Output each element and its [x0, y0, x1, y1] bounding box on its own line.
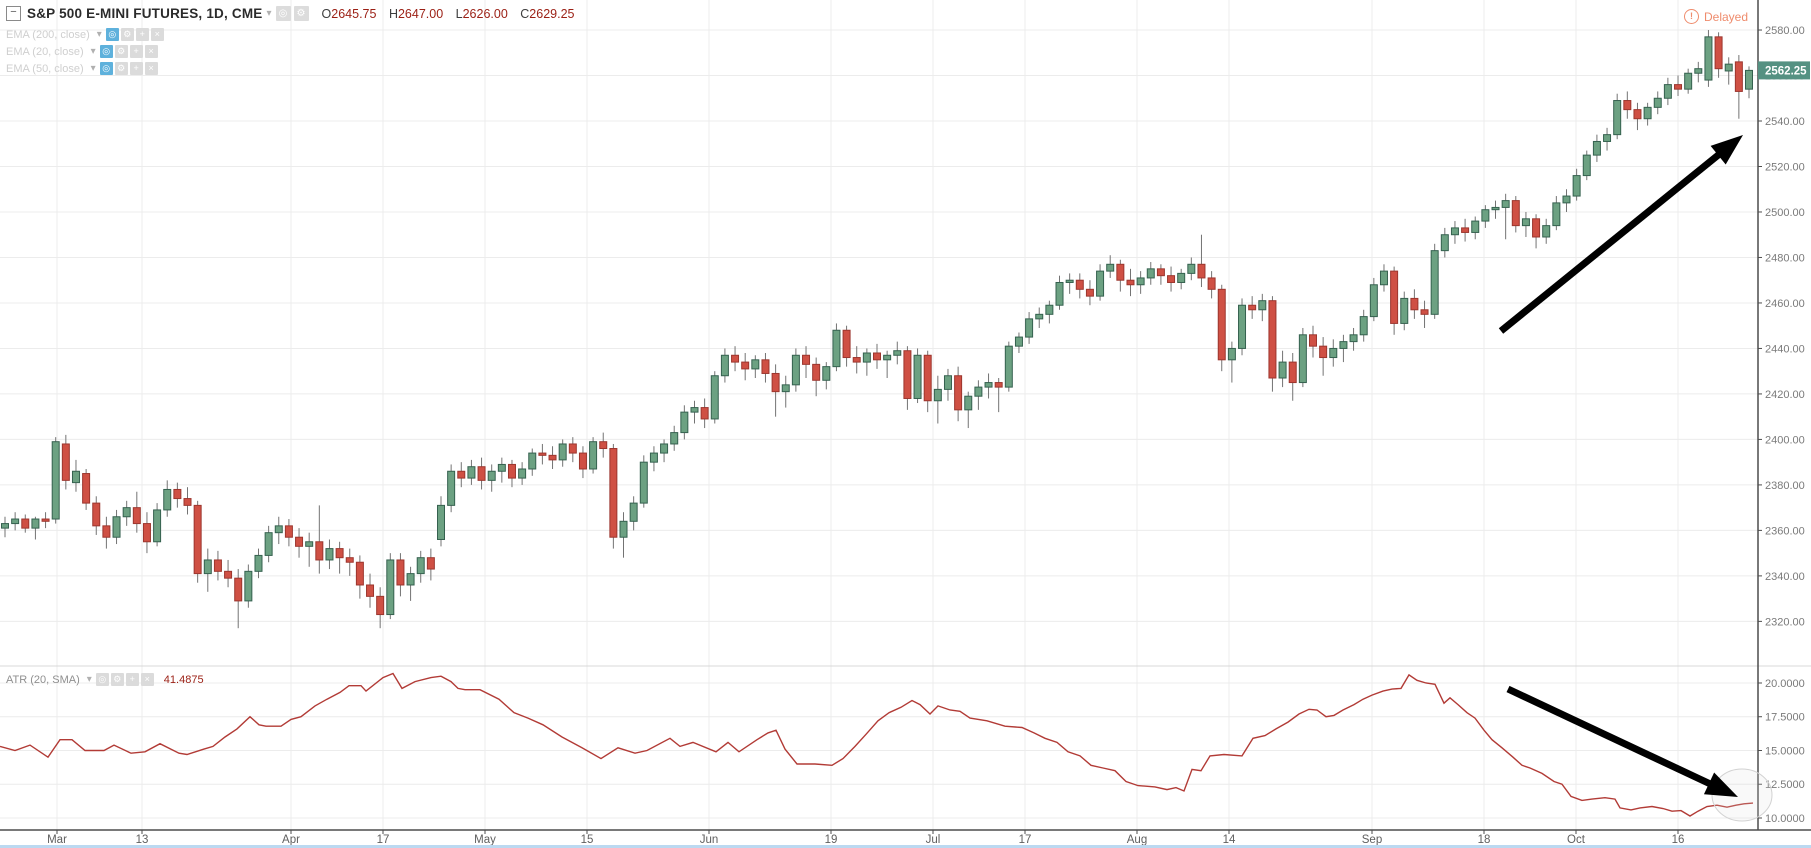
gear-icon[interactable]: ⚙	[114, 62, 128, 75]
eye-icon[interactable]: ◎	[99, 62, 113, 75]
eye-icon[interactable]: ◎	[275, 6, 291, 21]
eye-icon[interactable]: ◎	[95, 673, 109, 686]
plus-icon[interactable]: +	[125, 673, 139, 686]
svg-text:13: 13	[136, 834, 149, 846]
close-label: C	[520, 6, 530, 21]
svg-text:17: 17	[377, 834, 390, 846]
svg-text:2380.00: 2380.00	[1765, 480, 1805, 492]
last-price-label: 2562.25	[1765, 65, 1807, 77]
svg-text:15: 15	[581, 834, 594, 846]
ema-200-label[interactable]: EMA (200, close)	[6, 28, 90, 41]
svg-text:Sep: Sep	[1362, 834, 1382, 846]
low-label: L	[455, 6, 463, 21]
plus-icon[interactable]: +	[129, 62, 143, 75]
svg-text:17: 17	[1019, 834, 1032, 846]
svg-text:16: 16	[1672, 834, 1685, 846]
eye-icon[interactable]: ◎	[105, 28, 119, 41]
close-icon[interactable]: ×	[140, 673, 154, 686]
svg-text:Mar: Mar	[47, 834, 67, 846]
plus-icon[interactable]: +	[129, 45, 143, 58]
svg-text:19: 19	[825, 834, 838, 846]
svg-text:2360.00: 2360.00	[1765, 525, 1805, 537]
chevron-down-icon[interactable]: ▾	[266, 8, 272, 19]
svg-text:20.0000: 20.0000	[1765, 678, 1805, 690]
svg-text:10.0000: 10.0000	[1765, 813, 1805, 825]
svg-text:18: 18	[1478, 834, 1491, 846]
open-label: O	[321, 6, 332, 21]
svg-text:2480.00: 2480.00	[1765, 252, 1805, 264]
ema-50-label[interactable]: EMA (50, close)	[6, 62, 84, 75]
svg-text:Jun: Jun	[700, 834, 719, 846]
svg-text:2460.00: 2460.00	[1765, 298, 1805, 310]
low-value: 2626.00	[462, 6, 508, 21]
svg-text:2580.00: 2580.00	[1765, 25, 1805, 37]
ema-50-legend: EMA (50, close) ▾ ◎ ⚙ + ×	[6, 62, 160, 75]
eye-icon[interactable]: ◎	[99, 45, 113, 58]
svg-text:2540.00: 2540.00	[1765, 116, 1805, 128]
close-icon[interactable]: ×	[150, 28, 164, 41]
chevron-down-icon[interactable]: ▾	[86, 674, 92, 685]
atr-legend: ATR (20, SMA) ▾ ◎ ⚙ + × 41.4875	[6, 673, 204, 686]
svg-text:2520.00: 2520.00	[1765, 161, 1805, 173]
close-icon[interactable]: ×	[144, 62, 158, 75]
atr-label[interactable]: ATR (20, SMA)	[6, 673, 80, 686]
high-label: H	[388, 6, 398, 21]
ema-200-legend: EMA (200, close) ▾ ◎ ⚙ + ×	[6, 28, 166, 41]
close-icon[interactable]: ×	[144, 45, 158, 58]
delayed-label: Delayed	[1704, 9, 1749, 24]
symbol-title[interactable]: S&P 500 E-MINI FUTURES, 1D, CME	[27, 6, 263, 21]
alert-icon: !	[1684, 9, 1699, 24]
svg-text:2420.00: 2420.00	[1765, 389, 1805, 401]
svg-text:17.5000: 17.5000	[1765, 712, 1805, 724]
chevron-down-icon[interactable]: ▾	[90, 63, 96, 74]
gear-icon[interactable]: ⚙	[120, 28, 134, 41]
symbol-legend-row: − S&P 500 E-MINI FUTURES, 1D, CME ▾ ◎ ⚙ …	[6, 6, 574, 21]
svg-text:15.0000: 15.0000	[1765, 745, 1805, 757]
atr-value: 41.4875	[163, 673, 204, 686]
svg-text:2400.00: 2400.00	[1765, 434, 1805, 446]
svg-text:Aug: Aug	[1127, 834, 1147, 846]
svg-text:12.5000: 12.5000	[1765, 779, 1805, 791]
svg-text:2500.00: 2500.00	[1765, 207, 1805, 219]
svg-text:Oct: Oct	[1567, 834, 1586, 846]
svg-text:Apr: Apr	[282, 834, 300, 846]
gear-icon[interactable]: ⚙	[110, 673, 124, 686]
svg-text:May: May	[474, 834, 496, 846]
delayed-badge: ! Delayed	[1684, 9, 1748, 24]
ohlc-readout: O2645.75 H2647.00 L2626.00 C2629.25	[322, 7, 575, 21]
chevron-down-icon[interactable]: ▾	[96, 29, 102, 40]
svg-text:Jul: Jul	[926, 834, 941, 846]
ema-20-label[interactable]: EMA (20, close)	[6, 45, 84, 58]
plus-icon[interactable]: +	[135, 28, 149, 41]
gear-icon[interactable]: ⚙	[293, 6, 309, 21]
svg-text:2440.00: 2440.00	[1765, 343, 1805, 355]
collapse-icon[interactable]: −	[6, 6, 21, 21]
open-value: 2645.75	[331, 6, 377, 21]
svg-text:2340.00: 2340.00	[1765, 571, 1805, 583]
svg-text:2320.00: 2320.00	[1765, 616, 1805, 628]
high-value: 2647.00	[397, 6, 444, 21]
chevron-down-icon[interactable]: ▾	[90, 46, 96, 57]
svg-text:14: 14	[1223, 834, 1236, 846]
gear-icon[interactable]: ⚙	[114, 45, 128, 58]
close-value: 2629.25	[529, 6, 575, 21]
ema-20-legend: EMA (20, close) ▾ ◎ ⚙ + ×	[6, 45, 160, 58]
